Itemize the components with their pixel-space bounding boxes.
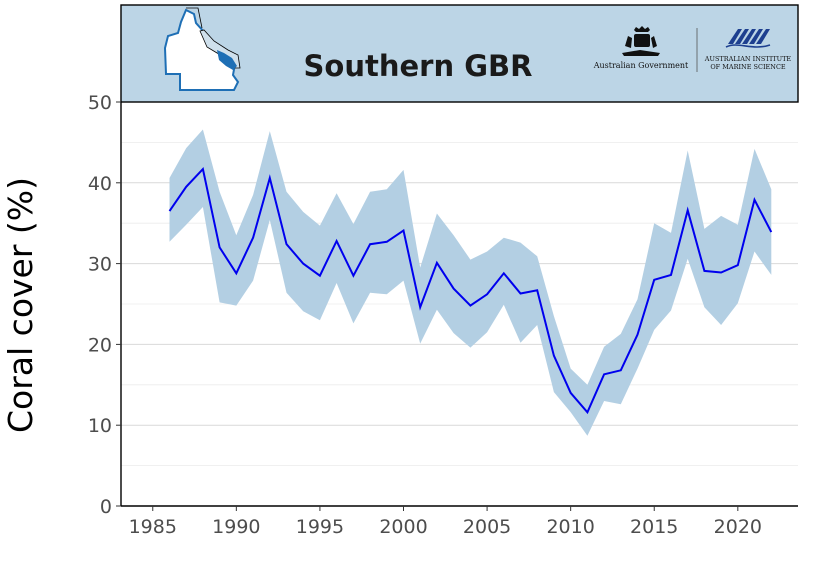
x-tick-label: 2020: [714, 516, 762, 538]
plot-area: 0 10 20 30 40 50 1985 1990 1995 2000 2005 2010 2015…: [88, 92, 798, 538]
y-tick-label: 10: [88, 415, 112, 437]
confidence-band: [169, 129, 772, 436]
y-tick-label: 0: [100, 496, 112, 518]
gbr-boundary-line: [186, 7, 203, 29]
x-tick-label: 2010: [546, 516, 594, 538]
southern-gbr-highlight: [217, 50, 237, 70]
y-tick-label: 30: [88, 254, 112, 276]
gov-logo-text: Australian Government: [593, 61, 689, 70]
y-tick-label: 40: [88, 173, 112, 195]
x-tick-label: 2000: [379, 516, 427, 538]
aims-logo: AUSTRALIAN INSTITUTE OF MARINE SCIENCE: [704, 29, 792, 71]
queensland-map-icon: [163, 7, 241, 91]
x-tick-label: 2015: [630, 516, 678, 538]
x-tick-label: 1990: [212, 516, 260, 538]
chart-title: Southern GBR: [304, 49, 533, 83]
y-tick-label: 50: [88, 92, 112, 114]
coral-cover-line: [168, 167, 773, 415]
coat-of-arms-icon: [622, 26, 660, 56]
y-axis-label: Coral cover (%): [1, 177, 40, 433]
aims-emblem-icon: [725, 29, 771, 48]
x-tick-label: 1995: [296, 516, 344, 538]
aims-logo-line1: AUSTRALIAN INSTITUTE: [704, 55, 792, 63]
x-axis-ticks: 1985 1990 1995 2000 2005 2010 2015 2020: [129, 506, 762, 538]
x-tick-label: 2005: [463, 516, 511, 538]
x-tick-label: 1985: [129, 516, 177, 538]
y-tick-label: 20: [88, 334, 112, 356]
australian-government-logo: Australian Government: [593, 26, 689, 70]
aims-logo-line2: OF MARINE SCIENCE: [710, 63, 786, 71]
axes: [120, 102, 798, 507]
y-axis-ticks: 0 10 20 30 40 50: [88, 92, 121, 518]
